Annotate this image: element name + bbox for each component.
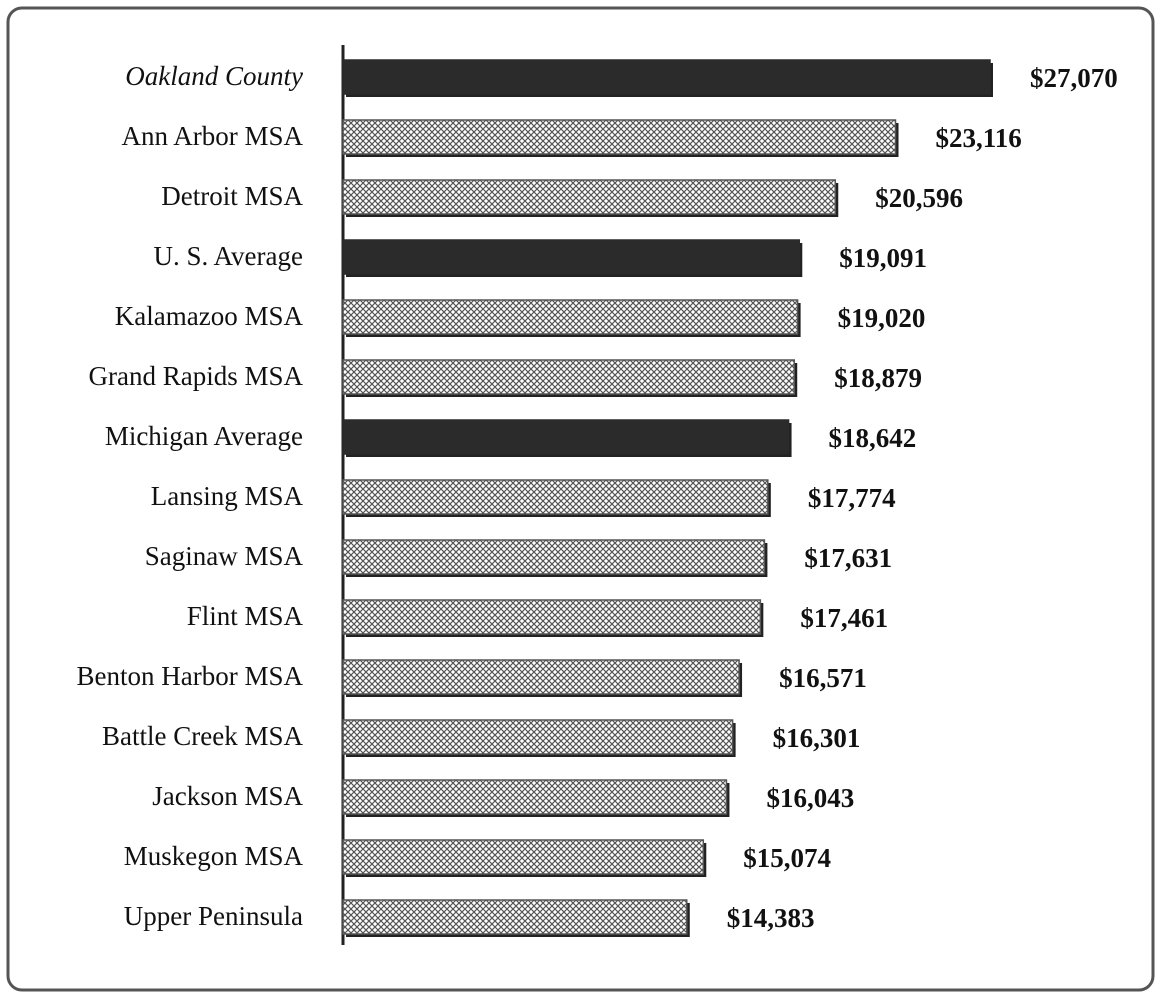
category-label: Jackson MSA (152, 781, 303, 811)
bar (342, 179, 837, 215)
value-label: $14,383 (727, 903, 815, 933)
category-label: Kalamazoo MSA (115, 301, 304, 331)
value-label: $23,116 (935, 123, 1021, 153)
value-label: $18,879 (834, 363, 922, 393)
category-label: Ann Arbor MSA (121, 121, 303, 151)
category-label: Oakland County (125, 61, 303, 91)
category-label: U. S. Average (154, 241, 303, 271)
bar (342, 359, 795, 395)
bar (342, 239, 801, 275)
category-label: Flint MSA (187, 601, 304, 631)
bar (342, 59, 991, 95)
value-label: $17,774 (808, 483, 896, 513)
value-label: $17,461 (800, 603, 888, 633)
category-label: Saginaw MSA (145, 541, 304, 571)
category-label: Lansing MSA (151, 481, 304, 511)
category-label: Battle Creek MSA (102, 721, 303, 751)
category-label: Grand Rapids MSA (89, 361, 304, 391)
bar (342, 599, 762, 635)
category-label: Muskegon MSA (124, 841, 304, 871)
category-label: Michigan Average (105, 421, 303, 451)
bar (342, 539, 766, 575)
value-label: $16,571 (779, 663, 867, 693)
value-label: $20,596 (875, 183, 963, 213)
value-label: $17,631 (804, 543, 892, 573)
bar (342, 659, 740, 695)
category-label: Detroit MSA (161, 181, 303, 211)
value-label: $27,070 (1030, 63, 1118, 93)
bar (342, 299, 799, 335)
bar (342, 479, 769, 515)
bar (342, 779, 728, 815)
bar (342, 899, 688, 935)
value-label: $16,301 (773, 723, 861, 753)
value-label: $19,091 (839, 243, 927, 273)
category-label: Benton Harbor MSA (77, 661, 304, 691)
bar (342, 119, 897, 155)
value-label: $15,074 (743, 843, 831, 873)
bar (342, 419, 790, 455)
category-label: Upper Peninsula (124, 901, 303, 931)
bar (342, 839, 705, 875)
value-label: $19,020 (838, 303, 926, 333)
bar (342, 719, 734, 755)
value-label: $16,043 (766, 783, 854, 813)
value-label: $18,642 (829, 423, 917, 453)
